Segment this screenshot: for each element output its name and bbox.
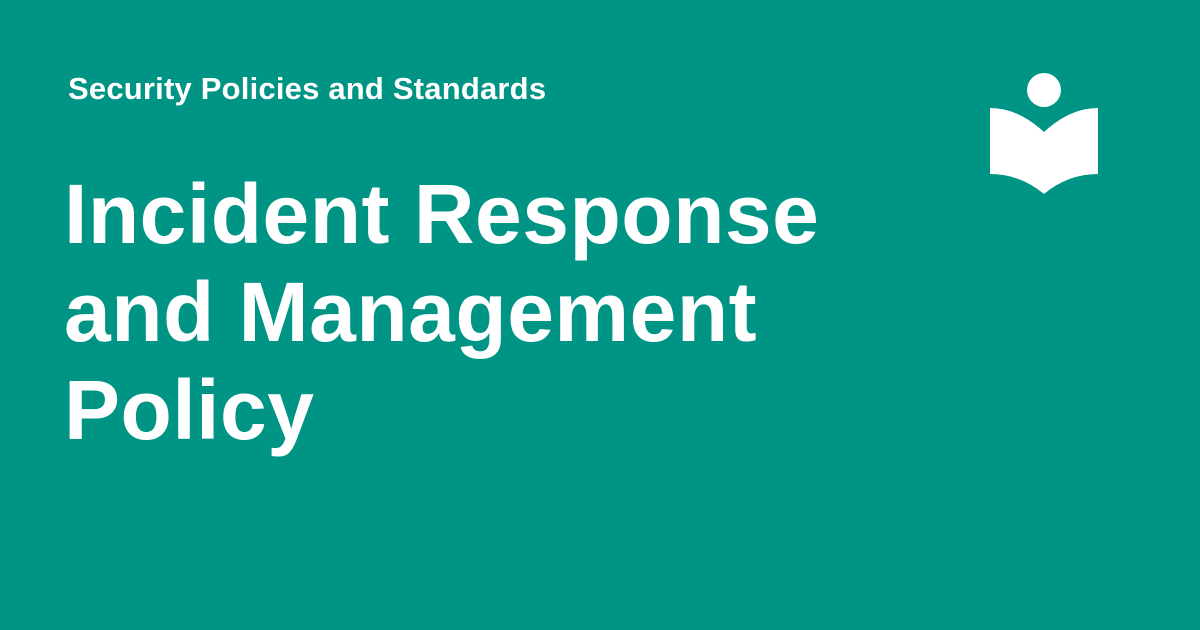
page-title: Incident Response and Management Policy <box>64 165 944 459</box>
reader-book-icon <box>990 73 1098 194</box>
category-label: Security Policies and Standards <box>68 71 547 106</box>
title-line-3: Policy <box>64 363 315 457</box>
title-line-2: and Management <box>64 265 758 359</box>
title-line-1: Incident Response <box>64 167 820 261</box>
